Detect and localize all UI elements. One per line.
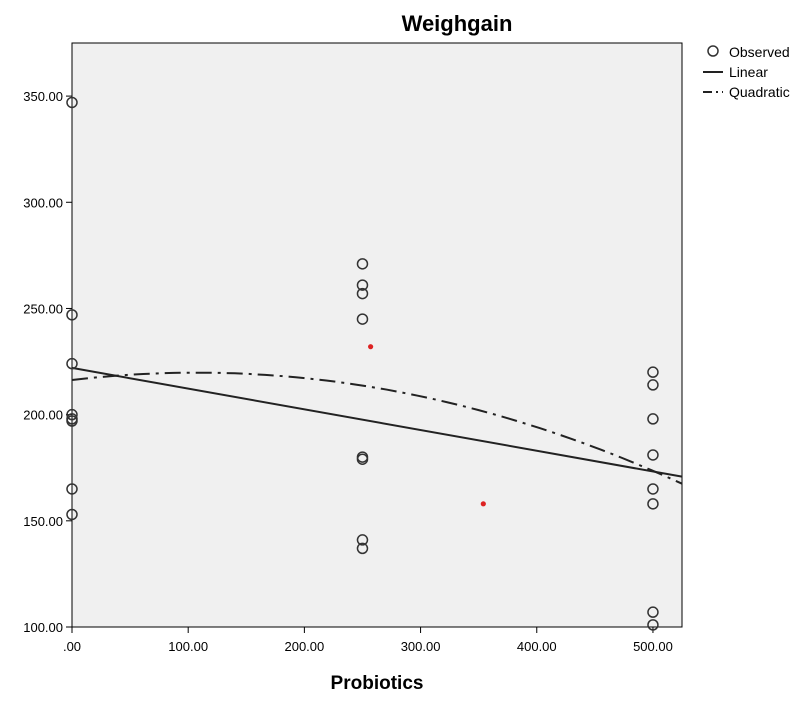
observed-point xyxy=(647,498,659,510)
quadratic-fit-line xyxy=(71,371,683,485)
observed-point xyxy=(66,508,78,521)
observed-point xyxy=(647,413,659,425)
x-tick-label: 400.00 xyxy=(517,639,557,654)
observed-point xyxy=(647,366,659,378)
x-axis-label: Probiotics xyxy=(331,673,424,694)
x-tick-label: 300.00 xyxy=(401,639,441,654)
observed-point xyxy=(356,279,369,291)
observed-point xyxy=(356,258,369,270)
fit-lines xyxy=(71,366,683,485)
observed-point xyxy=(647,449,659,461)
y-tick-label: 100.00 xyxy=(23,620,63,635)
observed-point xyxy=(66,483,78,495)
observed-point xyxy=(356,313,369,325)
x-tick-label: 100.00 xyxy=(168,639,208,654)
x-tick-label: 500.00 xyxy=(633,639,673,654)
y-tick-label: 150.00 xyxy=(23,514,63,529)
y-tick-label: 200.00 xyxy=(23,408,63,423)
observed-point xyxy=(66,357,78,370)
observed-points xyxy=(66,96,659,631)
legend-observed-label: Observed xyxy=(729,44,790,60)
legend-observed-marker xyxy=(707,45,719,57)
observed-point xyxy=(647,619,659,631)
red-dot xyxy=(480,501,486,507)
chart-title: Weighgain xyxy=(402,11,513,36)
observed-point xyxy=(647,606,659,618)
y-tick-label: 300.00 xyxy=(23,195,63,210)
red-dot xyxy=(368,344,374,350)
y-tick-label: 250.00 xyxy=(23,301,63,316)
observed-point xyxy=(647,379,659,391)
observed-point xyxy=(356,287,369,300)
annotations xyxy=(368,344,486,507)
observed-point xyxy=(66,408,78,421)
legend-quadratic-label: Quadratic xyxy=(729,84,790,100)
x-tick-label: .00 xyxy=(63,639,81,654)
y-tick-label: 350.00 xyxy=(23,89,63,104)
x-tick-label: 200.00 xyxy=(284,639,324,654)
observed-point xyxy=(66,415,78,427)
observed-point xyxy=(356,534,369,546)
plot-area xyxy=(71,42,683,628)
legend: Observed Linear Quadratic xyxy=(703,44,790,100)
observed-point xyxy=(356,453,369,465)
observed-point xyxy=(647,483,659,495)
legend-linear-label: Linear xyxy=(729,64,768,80)
observed-point xyxy=(66,309,78,321)
observed-point xyxy=(356,542,369,555)
linear-fit-line xyxy=(71,366,683,478)
observed-point xyxy=(66,96,78,109)
